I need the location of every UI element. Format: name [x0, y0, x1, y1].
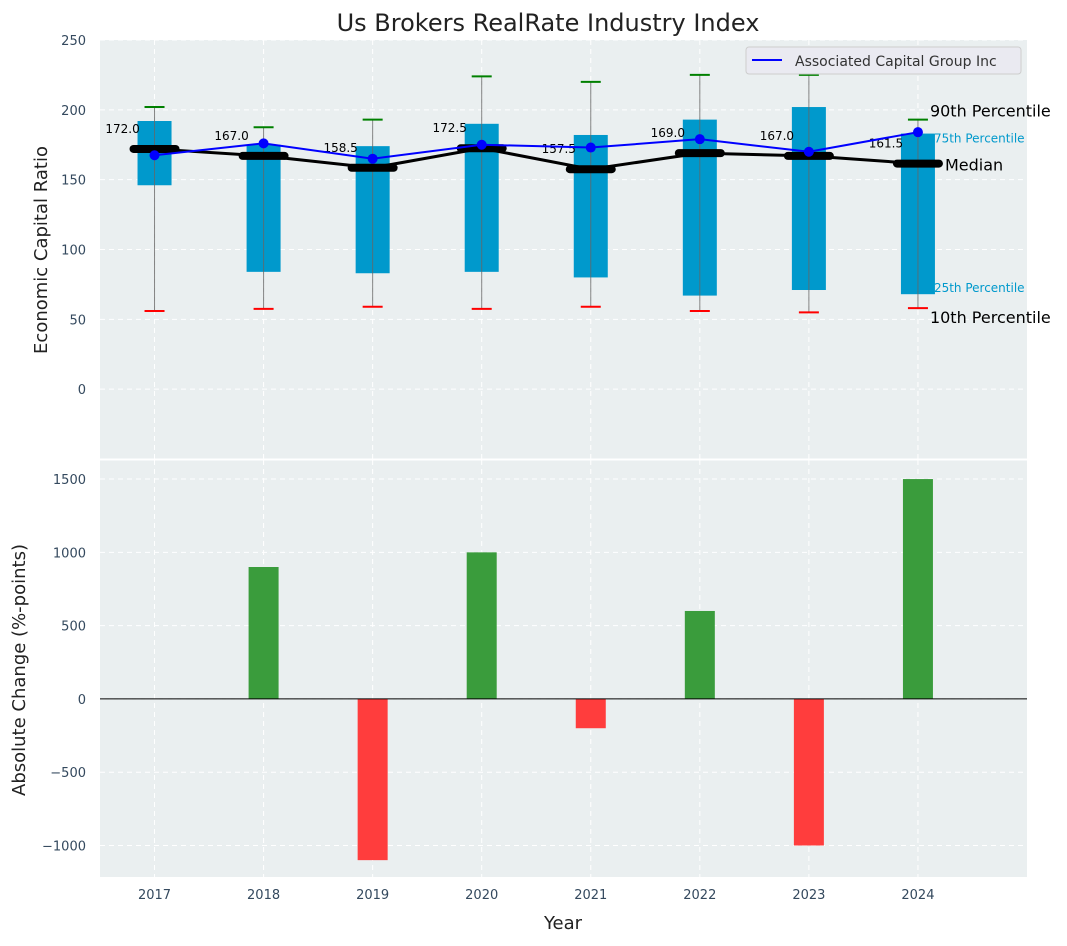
company-series-point — [476, 139, 487, 150]
company-series-point — [585, 142, 596, 153]
bottom-plot-area — [100, 460, 1027, 877]
median-label: 167.0 — [214, 129, 248, 143]
top-y-tick-label: 50 — [69, 313, 86, 328]
company-series-point — [258, 138, 269, 149]
change-bar — [575, 698, 606, 729]
x-tick-label: 2017 — [138, 888, 171, 903]
median-label: 167.0 — [760, 129, 794, 143]
x-tick-label: 2022 — [683, 888, 716, 903]
bottom-y-tick-label: 1000 — [53, 546, 86, 561]
change-bar — [684, 610, 715, 699]
change-bar — [793, 698, 824, 846]
x-tick-label: 2024 — [901, 888, 934, 903]
top-y-tick-label: 0 — [78, 383, 86, 398]
x-axis-label: Year — [543, 913, 583, 934]
company-series-point — [149, 150, 160, 161]
median-label: 172.5 — [433, 121, 467, 135]
bottom-y-tick-label: −1000 — [42, 839, 86, 854]
top-y-tick-label: 250 — [61, 34, 86, 49]
bottom-y-tick-label: 1500 — [53, 473, 86, 488]
legend-entry: Associated Capital Group Inc — [795, 54, 997, 70]
x-tick-label: 2023 — [792, 888, 825, 903]
annotation-25th: 25th Percentile — [934, 281, 1025, 295]
top-y-axis-label: Economic Capital Ratio — [31, 146, 52, 354]
legend-box — [745, 46, 1022, 75]
company-series-point — [912, 127, 923, 138]
x-tick-label: 2018 — [247, 888, 280, 903]
bottom-y-axis-label: Absolute Change (%-points) — [9, 544, 30, 796]
company-series-line — [154, 131, 919, 160]
median-label: 169.0 — [651, 126, 685, 140]
chart-title: Us Brokers RealRate Industry Index — [337, 9, 760, 37]
median-label: 157.5 — [542, 142, 576, 156]
median-label: 172.0 — [105, 122, 139, 136]
change-bar — [248, 566, 279, 699]
company-series-point — [367, 153, 378, 164]
bottom-y-tick-label: 0 — [78, 693, 86, 708]
x-tick-label: 2021 — [574, 888, 607, 903]
annotation-median: Median — [945, 156, 1003, 175]
bottom-y-tick-label: −500 — [50, 766, 86, 781]
bottom-y-tick-label: 500 — [61, 620, 86, 635]
annotation-10th: 10th Percentile — [930, 308, 1051, 327]
x-tick-label: 2020 — [465, 888, 498, 903]
change-bar — [357, 698, 388, 861]
top-y-tick-label: 100 — [61, 244, 86, 259]
annotation-90th: 90th Percentile — [930, 102, 1051, 121]
median-label: 158.5 — [323, 141, 357, 155]
change-bar — [902, 479, 933, 699]
annotation-75th: 75th Percentile — [934, 132, 1025, 146]
top-y-tick-label: 200 — [61, 104, 86, 119]
top-y-tick-label: 150 — [61, 174, 86, 189]
company-series-point — [803, 146, 814, 157]
x-tick-label: 2019 — [356, 888, 389, 903]
company-series-point — [694, 134, 705, 145]
change-bar — [466, 552, 497, 699]
